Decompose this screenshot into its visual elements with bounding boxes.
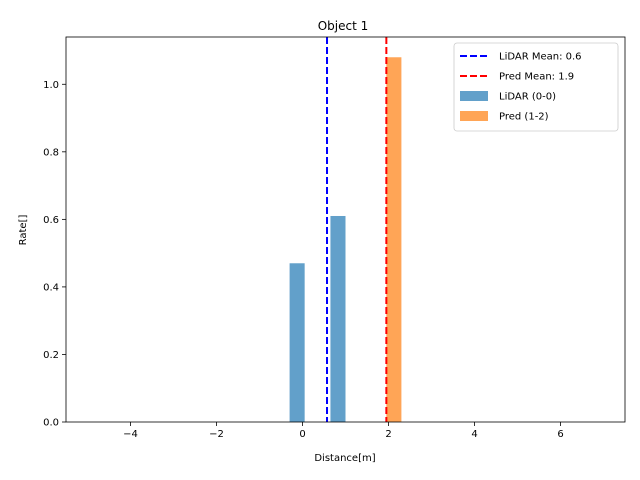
legend-label: LiDAR Mean: 0.6 bbox=[499, 52, 582, 63]
legend-swatch-patch bbox=[460, 91, 488, 101]
chart-title: Object 1 bbox=[318, 19, 369, 33]
y-tick-label: 0.8 bbox=[43, 147, 59, 158]
legend-label: Pred (1-2) bbox=[499, 112, 549, 123]
plot-frame bbox=[65, 36, 626, 423]
x-axis-ticks: −4 −2 0 2 4 6 bbox=[123, 422, 564, 440]
x-axis-label: Distance[m] bbox=[314, 453, 375, 464]
y-axis-label: Rate[] bbox=[18, 215, 29, 246]
y-tick-label: 0.4 bbox=[43, 282, 59, 293]
x-tick-label: 2 bbox=[385, 429, 391, 440]
legend-label: LiDAR (0-0) bbox=[499, 92, 556, 103]
x-tick-label: −2 bbox=[209, 429, 224, 440]
legend-swatch-patch bbox=[460, 111, 488, 121]
y-tick-label: 0.0 bbox=[43, 418, 59, 429]
legend-box bbox=[453, 42, 619, 132]
x-tick-label: 0 bbox=[299, 429, 305, 440]
bar-series1-bin0 bbox=[386, 57, 402, 423]
x-tick-label: 6 bbox=[557, 429, 563, 440]
x-tick-label: −4 bbox=[123, 429, 138, 440]
y-tick-label: 1.0 bbox=[43, 80, 59, 91]
bar-series0-bin0 bbox=[289, 263, 305, 422]
bars-group bbox=[289, 57, 402, 423]
legend-label: Pred Mean: 1.9 bbox=[499, 72, 574, 83]
y-tick-label: 0.2 bbox=[43, 350, 59, 361]
y-tick-label: 0.6 bbox=[43, 215, 59, 226]
y-axis-ticks: 0.0 0.2 0.4 0.6 0.8 1.0 bbox=[43, 80, 66, 429]
reference-lines-group bbox=[326, 37, 388, 422]
x-tick-label: 4 bbox=[471, 429, 477, 440]
legend: LiDAR Mean: 0.6 Pred Mean: 1.9 LiDAR (0-0)… bbox=[453, 42, 619, 132]
bar-series0-bin1 bbox=[330, 215, 346, 422]
